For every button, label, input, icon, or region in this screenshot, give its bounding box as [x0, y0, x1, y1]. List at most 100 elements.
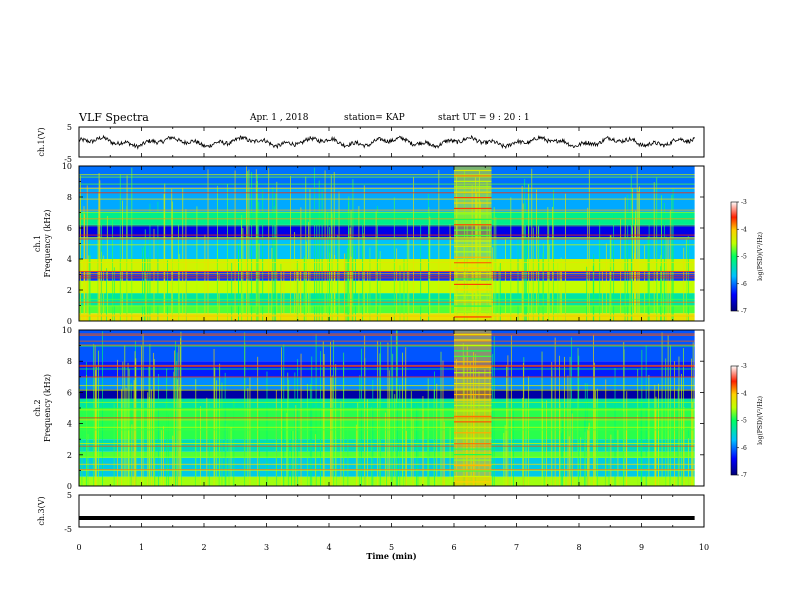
- ch1-spec-impulse: [438, 169, 440, 321]
- ch1-spec-impulse: [505, 238, 506, 321]
- ch1-spec-tone: [79, 298, 704, 300]
- ch2-spec-tone: [79, 365, 704, 367]
- ch1-spec-impulse: [272, 187, 274, 321]
- ch2-spec-event-line: [454, 475, 492, 478]
- ch1-spec-ytick-label: 8: [67, 193, 72, 202]
- ch1-spec-event-line: [454, 207, 492, 210]
- ch1-spec-tone: [79, 301, 704, 303]
- ch1-spec-event-line: [454, 186, 492, 188]
- ch2-spec-tone: [79, 407, 704, 409]
- ch1-spec-impulse: [493, 207, 495, 321]
- ch2-spec-impulse: [377, 340, 379, 486]
- time-tick-label: 1: [139, 543, 144, 552]
- ch1-spec-ytick-label: 4: [67, 255, 72, 264]
- ch2-spec-tone: [79, 469, 704, 471]
- ch2-spec-impulse: [626, 391, 628, 486]
- ch1-spec-impulse: [610, 267, 611, 321]
- ch1-spec-impulse: [345, 253, 347, 321]
- ch1-spec-impulse: [167, 260, 168, 321]
- time-tick-label: 7: [514, 543, 519, 552]
- ch2-spec-impulse: [493, 336, 495, 486]
- ch1-spec-impulse: [369, 247, 371, 321]
- ch1-spec-impulse: [122, 200, 123, 321]
- ch2-spec-impulse: [405, 347, 407, 486]
- ch1-spec-tone: [79, 192, 704, 194]
- ch1-spec-impulse: [551, 206, 553, 321]
- ch1-spec-impulse: [273, 206, 275, 321]
- ch2-spec-impulse: [153, 358, 155, 486]
- ch2-spec-impulse: [294, 372, 296, 486]
- ch2-spec-impulse: [335, 437, 337, 486]
- ch2-spec-impulse: [434, 371, 435, 486]
- ch2-spec-event-line: [454, 448, 492, 450]
- ch1-spec-event-line: [454, 262, 492, 264]
- start-time-label: start UT = 9 : 20 : 1: [438, 113, 530, 123]
- ch2-spec-impulse: [384, 412, 386, 486]
- ch2-spec-impulse: [244, 332, 246, 486]
- ch2-spec-impulse: [559, 355, 560, 486]
- ch2-spec-impulse: [87, 434, 89, 486]
- ch2-spec-impulse: [688, 438, 689, 486]
- ch1-spec-impulse: [586, 266, 588, 321]
- ch1-spec-impulse: [185, 209, 187, 321]
- ch2-spec-impulse: [125, 387, 127, 486]
- ch1-spec-impulse: [172, 201, 173, 321]
- ch2-spec-impulse: [355, 424, 357, 486]
- ch1-colorbar-tick-label: -5: [741, 254, 747, 261]
- ch1-spec-impulse: [98, 191, 100, 321]
- ch2-spec-impulse: [608, 420, 610, 486]
- ch1-spec-ytick-label: 2: [67, 286, 72, 295]
- ch1-spec-impulse: [620, 219, 622, 321]
- ch2-spec-impulse: [117, 359, 118, 486]
- ch2-spec-tone: [79, 456, 704, 458]
- ch2-spec-impulse: [147, 392, 149, 486]
- ch1-spec-impulse: [588, 169, 590, 321]
- ch2-spec-impulse: [134, 351, 136, 486]
- ch2-spec-impulse: [678, 356, 680, 486]
- ch1-spec-event-line: [454, 316, 492, 318]
- ch1-spec-impulse: [367, 271, 369, 321]
- ch1-spec-impulse: [242, 228, 244, 321]
- ch2-spec-impulse: [94, 345, 96, 486]
- ch1-spec-impulse: [393, 197, 395, 321]
- ch1-spec-event-line: [454, 218, 492, 220]
- ch1-spec-impulse: [362, 233, 364, 321]
- ch1-spec-tone: [79, 198, 704, 200]
- ch2-colorbar-tick-label: -7: [741, 472, 747, 479]
- ch1-spec-impulse: [355, 244, 356, 321]
- ch1-spec-event-line: [454, 229, 492, 231]
- ch1-spec-event-line: [454, 267, 492, 269]
- ch2-spec-tone: [79, 389, 704, 391]
- ch2-spec-impulse: [148, 397, 150, 486]
- ch2-spec-impulse: [681, 429, 683, 486]
- ch1-spec-impulse: [352, 179, 354, 321]
- ch2-spec-impulse: [177, 379, 179, 486]
- ch1-spec-event: [454, 166, 492, 321]
- ch2-spec-impulse: [588, 426, 589, 486]
- ch2-spec-impulse: [625, 429, 627, 486]
- ch2-spec-tone: [79, 417, 704, 419]
- ch2-spec-impulse: [554, 337, 556, 486]
- ch2-spec-impulse: [180, 338, 181, 486]
- ch1-spec-impulse: [656, 263, 658, 321]
- ch1-spec-tone: [79, 314, 704, 316]
- ch1-spec-impulse: [251, 172, 253, 321]
- ch2-spec-tone: [79, 345, 704, 347]
- ch1-spec-impulse: [358, 206, 360, 321]
- ch1-spec-tone: [79, 176, 704, 178]
- ch1-spec-impulse: [178, 254, 180, 321]
- ch1-spec-tone: [79, 273, 704, 275]
- ch2-spec-impulse: [506, 365, 507, 486]
- ch1-spec-impulse: [246, 166, 247, 321]
- ch1-spec-event-line: [454, 234, 492, 237]
- ch2-colorbar-tick-label: -3: [741, 363, 747, 370]
- ch2-spec-event-line: [454, 339, 492, 341]
- ch1-colorbar-tick-label: -6: [741, 281, 747, 288]
- ch1-spec-impulse: [528, 184, 530, 321]
- ch1-spec-impulse: [113, 267, 115, 321]
- ch2-spec-impulse: [135, 358, 137, 486]
- ch2-spec-impulse: [596, 403, 598, 486]
- ch3-ytick-label: -5: [64, 525, 72, 534]
- time-axis: 0 1 2 3 4 5 6 7 8 9 10 Time (min): [76, 543, 709, 561]
- ch2-spec-impulse: [571, 337, 572, 486]
